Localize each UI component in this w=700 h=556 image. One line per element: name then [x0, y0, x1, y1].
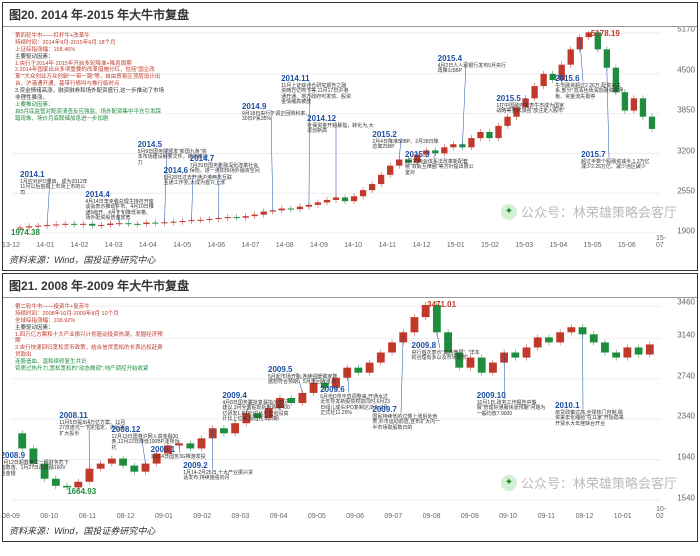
y-tick: 2550	[677, 186, 695, 195]
x-tick: 08-09	[3, 513, 20, 520]
x-tick: 14-11	[379, 242, 396, 249]
chart-2-info-box: 第二轮牛市——投资牛+复苏牛持续时间：2008年10月-2009年8月 10个月…	[15, 304, 165, 373]
x-tick: 15-04	[549, 242, 567, 249]
x-tick: 14-02	[70, 242, 88, 249]
x-tick: 14-08	[276, 242, 294, 249]
y-tick: 3140	[677, 330, 695, 339]
x-tick: 09-07	[384, 513, 402, 520]
info-line: 全球综指涨幅：108.92%	[15, 318, 165, 325]
y-tick: 5170	[677, 27, 695, 33]
peak-label: 3471.01	[427, 300, 456, 309]
y-tick: 1900	[677, 227, 695, 236]
panel-2-title: 图21. 2008 年-2009 年大牛市复盘	[3, 274, 697, 298]
watermark-2-text: 公众号：林荣雄策略会客厅	[521, 473, 677, 492]
wechat-icon: ✦	[501, 475, 517, 491]
x-tick: 09-06	[346, 513, 364, 520]
x-tick: 14-09	[310, 242, 328, 249]
panel-1-title: 图20. 2014 年-2015 年大牛市复盘	[3, 3, 697, 27]
x-tick: 15-07	[656, 235, 666, 249]
x-tick: 14-01	[36, 242, 54, 249]
x-tick: 09-01	[155, 513, 173, 520]
info-line: 上证综指涨幅：158.46%	[15, 47, 165, 54]
x-tick: 09-05	[308, 513, 326, 520]
panel-2-source: 资料来源：Wind，国投证券研究中心	[3, 520, 697, 541]
start-label: 1664.93	[67, 487, 96, 496]
info-line: 3.资金情绪高涨，融资融券和场外配资盛行,这一步推动了市场非理性暴涨。	[15, 88, 165, 102]
x-tick: 13-12	[3, 242, 20, 249]
y-tick: 2740	[677, 371, 695, 380]
info-line: 2.2014年国家出台多项重要的改革措施分红，包括"国企改革""大众创业万众创新…	[15, 67, 165, 88]
start-label: 1974.38	[11, 228, 40, 237]
x-tick: 10-02	[656, 506, 666, 520]
info-line: 主要驱动因素：	[15, 54, 165, 61]
x-tick: 14-04	[139, 242, 157, 249]
y-tick: 3200	[677, 146, 695, 155]
wechat-icon: ✦	[501, 204, 517, 220]
info-line: 连股造血、温和续修复生共识	[15, 359, 165, 366]
x-tick: 10-01	[614, 513, 632, 520]
chart-2-xaxis: 08-0908-1008-1108-1209-0109-0209-0309-04…	[11, 506, 661, 520]
panel-2: 图21. 2008 年-2009 年大牛市复盘 第二轮牛市——投资牛+复苏牛持续…	[2, 273, 698, 542]
panel-1-source: 资料来源：Wind，国投证券研究中心	[3, 249, 697, 270]
info-line: 第二轮牛市——投资牛+复苏牛	[15, 304, 165, 311]
info-line: 资质过热升力,宽松宽松的"动态微调",地产调控开始收紧	[15, 366, 165, 373]
x-tick: 08-10	[40, 513, 58, 520]
chart-1-area: 第四轮牛市——杠杆牛+改革牛持续时间：2014年9月-2015年6月 18个月上…	[3, 27, 697, 249]
panel-1: 图20. 2014 年-2015 年大牛市复盘 第四轮牛市——杠杆牛+改革牛持续…	[2, 2, 698, 271]
y-tick: 4500	[677, 66, 695, 75]
x-tick: 14-05	[173, 242, 191, 249]
x-tick: 09-03	[231, 513, 249, 520]
watermark-1-text: 公众号：林荣雄策略会客厅	[521, 202, 677, 221]
y-tick: 1540	[677, 493, 695, 502]
x-tick: 08-11	[79, 513, 96, 520]
chart-1-info-box: 第四轮牛市——杠杆牛+改革牛持续时间：2014年9月-2015年6月 18个月上…	[15, 33, 165, 122]
x-tick: 09-12	[576, 513, 594, 520]
y-tick: 3850	[677, 106, 695, 115]
info-line: 2.央行快速回归宽松货币政策，结合信贷宽松的长表达权赶费贷款出	[15, 345, 165, 359]
watermark-1: ✦ 公众号：林荣雄策略会客厅	[501, 202, 677, 221]
x-tick: 09-10	[499, 513, 517, 520]
y-tick: 2340	[677, 412, 695, 421]
info-line: 持续时间：2014年9月-2015年6月 18个月	[15, 40, 165, 47]
info-line: 上要推动因素：	[15, 102, 165, 109]
chart-2-yaxis: 1540 1940 2340 2740 3140 3460	[665, 298, 695, 502]
x-tick: 15-03	[515, 242, 533, 249]
chart-1-yaxis: 190025503200385045005170	[665, 27, 695, 231]
watermark-2: ✦ 公众号：林荣雄策略会客厅	[501, 473, 677, 492]
x-tick: 14-03	[105, 242, 123, 249]
x-tick: 15-01	[447, 242, 465, 249]
peak-label: 5178.19	[591, 29, 620, 38]
x-tick: 14-07	[242, 242, 260, 249]
info-line: 第四轮牛市——杠杆牛+改革牛	[15, 33, 165, 40]
x-tick: 08-12	[117, 513, 135, 520]
y-tick: 3460	[677, 298, 695, 307]
chart-1-xaxis: 13-1214-0114-0214-0314-0414-0514-0614-07…	[11, 235, 661, 249]
x-tick: 14-10	[344, 242, 362, 249]
x-tick: 15-02	[481, 242, 499, 249]
info-line: 1.四万亿方案和十大产业振兴计划驱动投资热潮，发掘经济预期	[15, 332, 165, 346]
y-tick: 1940	[677, 453, 695, 462]
x-tick: 09-04	[270, 513, 288, 520]
x-tick: 14-12	[413, 242, 431, 249]
x-tick: 15-05	[584, 242, 602, 249]
chart-2-area: 第二轮牛市——投资牛+复苏牛持续时间：2008年10月-2009年8月 10个月…	[3, 298, 697, 520]
x-tick: 14-06	[207, 242, 225, 249]
info-line: 自5月底监管对配资清查反应强监、场外配资集中平仓引发踩踏现象、场价月底联储加息进…	[15, 109, 165, 123]
info-line: 主要驱动因素：	[15, 325, 165, 332]
x-tick: 09-08	[423, 513, 441, 520]
x-tick: 09-11	[538, 513, 555, 520]
info-line: 持续时间：2008年10月-2009年8月 10个月	[15, 311, 165, 318]
x-tick: 09-09	[461, 513, 479, 520]
x-tick: 09-02	[193, 513, 211, 520]
x-tick: 15-06	[618, 242, 636, 249]
